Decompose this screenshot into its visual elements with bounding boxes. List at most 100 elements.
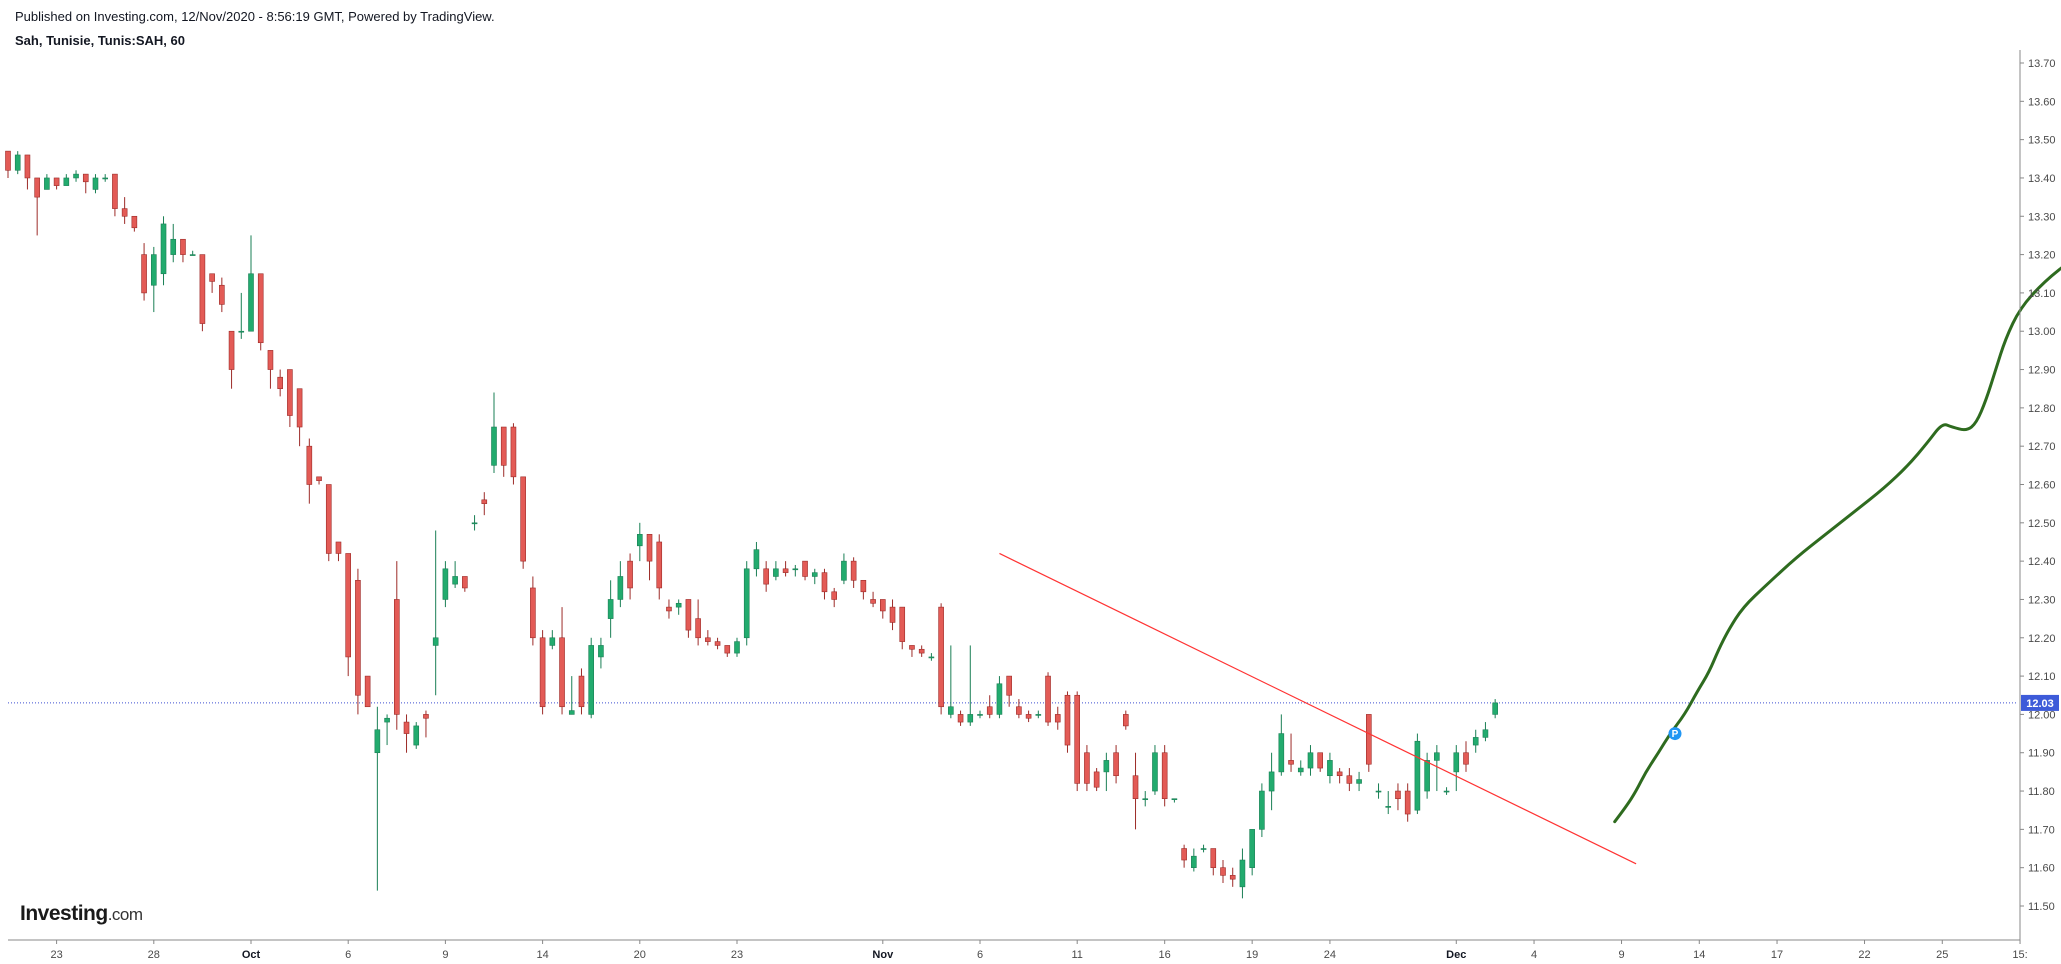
candle-body <box>423 714 429 719</box>
candle-body <box>530 587 536 639</box>
candle <box>860 579 867 600</box>
candle-body <box>1366 714 1372 765</box>
candle <box>1356 771 1362 792</box>
candle <box>530 576 536 646</box>
candle <box>656 534 663 600</box>
y-tick-label: 12.90 <box>2028 365 2056 377</box>
candle <box>666 599 672 619</box>
candle-body <box>948 706 954 715</box>
candle-body <box>63 177 70 186</box>
candle-body <box>73 173 79 179</box>
time-axis[interactable]: 23 28 Oct 6 9 14 20 23 Nov 6 11 16 19 24 Dec 4 9 14 17 22 25… <box>8 939 2028 961</box>
candle <box>879 599 886 619</box>
candle <box>1492 699 1498 719</box>
y-tick-label: 11.80 <box>2028 786 2055 798</box>
candle <box>238 292 245 339</box>
candle <box>850 557 857 588</box>
candle <box>1404 783 1411 822</box>
candle-body <box>850 560 857 581</box>
candle-body <box>996 683 1003 715</box>
x-tick-label: 20 <box>634 949 646 961</box>
candle-body <box>316 476 322 481</box>
candle <box>782 561 789 577</box>
y-tick-label: 13.50 <box>2028 135 2056 147</box>
candle-body <box>1307 752 1314 769</box>
candle-body <box>121 208 128 217</box>
candle-body <box>1103 760 1110 773</box>
candle-body <box>860 579 867 593</box>
candle <box>14 151 21 175</box>
candle <box>520 476 526 569</box>
candle <box>1453 745 1460 792</box>
candle <box>636 522 643 562</box>
candle <box>734 637 740 657</box>
candle-body <box>277 376 283 390</box>
candle <box>627 553 633 600</box>
candle-body <box>1084 752 1090 784</box>
candle <box>121 197 128 224</box>
candle-body <box>24 154 31 179</box>
candle-body <box>977 714 983 716</box>
x-tick-label: 23 <box>50 949 62 961</box>
published-info: Published on Investing.com, 12/Nov/2020 … <box>15 9 495 24</box>
candle <box>1210 848 1217 876</box>
candle <box>277 369 283 397</box>
candle <box>598 637 604 669</box>
price-axis[interactable]: 11.50 11.60 11.70 11.80 11.90 12.00 12.10 12.20… <box>2019 50 2059 940</box>
candle-body <box>462 576 468 589</box>
candle-body <box>1463 752 1469 765</box>
candle-body <box>792 568 799 571</box>
candle <box>481 492 488 516</box>
candle <box>500 426 507 477</box>
candle-body <box>879 599 886 612</box>
candle-body <box>928 656 935 659</box>
candle-body <box>1181 848 1187 861</box>
logo-suffix: .com <box>107 905 143 924</box>
candle-body <box>986 706 993 715</box>
candle <box>170 223 177 263</box>
candle <box>1229 867 1236 887</box>
candle <box>986 695 993 719</box>
candle-body <box>889 606 896 623</box>
candle <box>568 676 575 715</box>
candle <box>1424 752 1430 799</box>
candle <box>141 243 147 301</box>
candle <box>384 714 390 746</box>
candle-body <box>306 445 313 485</box>
candle-body <box>1336 771 1343 777</box>
y-tick-label: 12.10 <box>2028 671 2056 683</box>
candle <box>296 388 303 447</box>
candle <box>996 676 1003 719</box>
candle <box>948 645 954 719</box>
candle-body <box>1278 733 1285 773</box>
trendline-group <box>999 552 1637 865</box>
candle <box>374 706 381 891</box>
candle-body <box>267 350 274 370</box>
candle-body <box>1220 867 1226 876</box>
candle <box>180 238 186 263</box>
candle <box>462 576 468 592</box>
candle <box>1025 710 1032 723</box>
y-tick-label: 11.60 <box>2028 863 2055 875</box>
candle <box>646 534 653 581</box>
y-tick-label: 12.40 <box>2028 556 2056 568</box>
candle-body <box>1045 675 1051 723</box>
candle <box>1414 733 1421 815</box>
x-tick-label: 9 <box>1618 949 1624 961</box>
candle <box>695 599 701 646</box>
candle-body <box>53 177 60 186</box>
candle-body <box>209 273 215 282</box>
candle <box>714 637 721 650</box>
candle <box>1035 710 1042 719</box>
candle-body <box>724 645 731 654</box>
candle <box>1200 844 1207 853</box>
candle-body <box>549 637 556 646</box>
candle-body <box>1064 694 1071 746</box>
y-tick-label: 11.50 <box>2028 901 2055 913</box>
candle-body <box>500 426 507 466</box>
x-tick-label: Nov <box>872 949 894 961</box>
candle-body <box>364 675 371 708</box>
candle-body <box>705 637 711 642</box>
candle <box>510 423 517 485</box>
